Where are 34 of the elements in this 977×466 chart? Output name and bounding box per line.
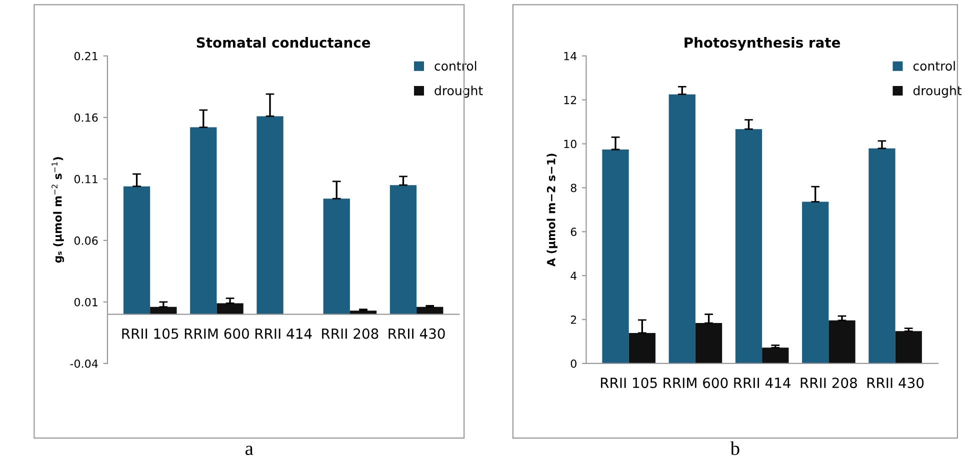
y-tick-label: 0.16 bbox=[74, 113, 98, 122]
y-tick-label: 2 bbox=[570, 316, 576, 324]
x-tick-label: RRII 414 bbox=[255, 328, 312, 339]
y-axis-title: gₛ (µmol m$^{−2}$ s$^{−1}$) bbox=[52, 157, 64, 263]
y-tick-label: 0.21 bbox=[74, 52, 98, 60]
x-tick-label: RRIM 600 bbox=[184, 328, 249, 339]
text: b bbox=[730, 441, 740, 456]
y-tick-label: 6 bbox=[570, 228, 576, 236]
y-tick-label: 0 bbox=[570, 359, 576, 368]
x-tick-label: RRII 430 bbox=[388, 328, 445, 339]
legend-label: control bbox=[434, 61, 476, 71]
y-axis-title: A (µmol m−2 s−1) bbox=[546, 154, 558, 267]
y-tick-label: 4 bbox=[570, 272, 577, 280]
text: a bbox=[246, 446, 254, 456]
x-tick-label: RRII 414 bbox=[734, 378, 790, 388]
x-tick-label: RRIM 600 bbox=[664, 378, 728, 388]
x-tick-label: RRII 208 bbox=[800, 378, 857, 388]
y-tick-label: 12 bbox=[564, 96, 576, 104]
legend-label: control bbox=[913, 61, 955, 71]
y-tick-label: 0.11 bbox=[74, 174, 98, 184]
x-tick-label: RRII 105 bbox=[600, 378, 657, 388]
y-tick-label: 8 bbox=[570, 184, 576, 192]
x-tick-label: RRII 208 bbox=[322, 328, 378, 339]
legend-label: drought bbox=[913, 86, 962, 98]
y-tick-label: -0.04 bbox=[70, 359, 98, 368]
chart-title: Stomatal conductance bbox=[196, 37, 370, 48]
chart-title: Photosynthesis rate bbox=[684, 37, 840, 51]
y-tick-label: 0.06 bbox=[74, 236, 98, 245]
legend-label: drought bbox=[434, 86, 483, 98]
y-tick-label: 10 bbox=[564, 140, 576, 148]
y-tick-label: 0.01 bbox=[74, 298, 98, 306]
y-tick-label: 14 bbox=[564, 52, 577, 60]
x-tick-label: RRII 430 bbox=[867, 378, 924, 388]
x-tick-label: RRII 105 bbox=[122, 328, 178, 339]
